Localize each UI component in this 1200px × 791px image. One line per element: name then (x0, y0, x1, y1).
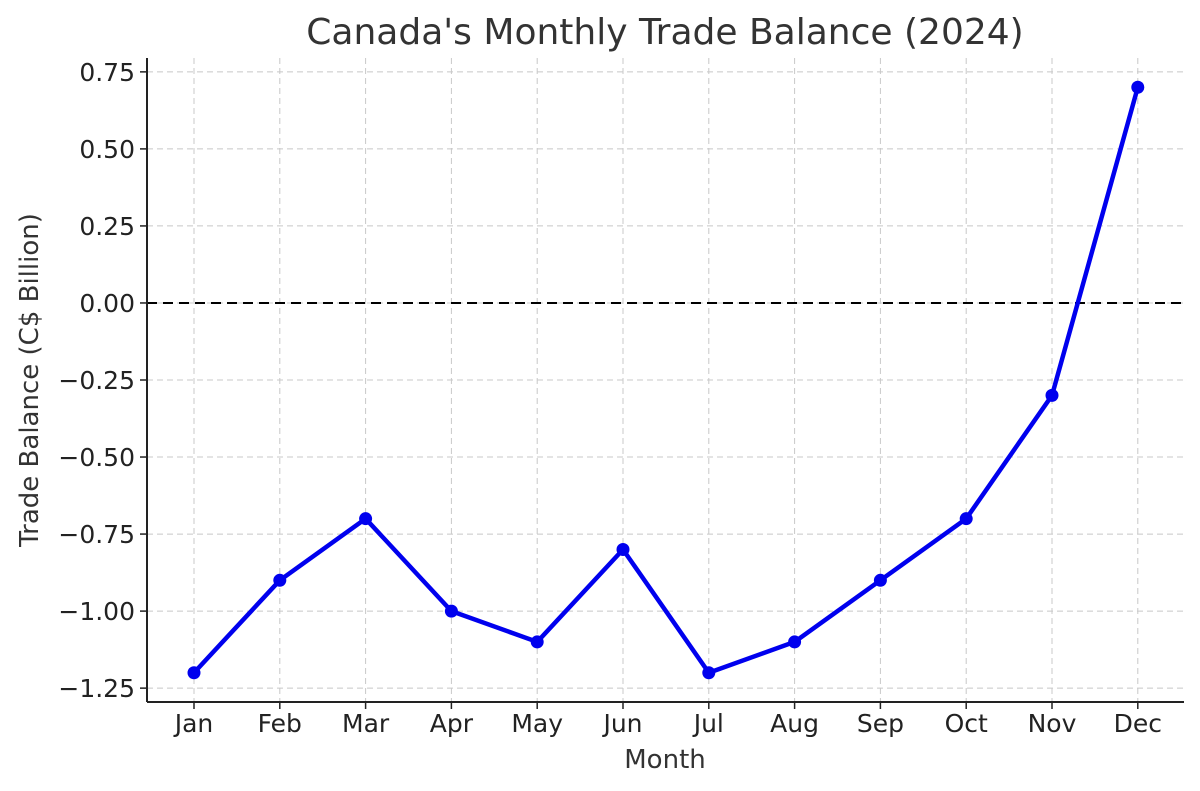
y-tick-label: 0.75 (79, 58, 135, 87)
y-tick-label: −0.75 (58, 520, 135, 549)
data-point-aug (788, 635, 802, 649)
x-tick-label: Jul (692, 709, 724, 738)
x-axis-ticks: Jan Feb Mar Apr May Jun Jul Aug Sep Oct Nov Dec (173, 702, 1162, 738)
y-axis-label: Trade Balance (C$ Billion) (15, 213, 45, 548)
x-tick-label: Oct (945, 709, 988, 738)
data-point-may (530, 635, 544, 649)
data-point-mar (359, 512, 373, 526)
data-point-jan (187, 666, 201, 680)
data-point-jul (702, 666, 716, 680)
x-tick-label: Apr (430, 709, 474, 738)
chart-title: Canada's Monthly Trade Balance (2024) (306, 12, 1023, 53)
y-tick-label: 0.50 (79, 135, 135, 164)
y-tick-label: 0.25 (79, 212, 135, 241)
x-tick-label: Jun (601, 709, 642, 738)
data-point-apr (444, 604, 458, 618)
y-tick-label: −1.00 (58, 597, 135, 626)
x-tick-label: Nov (1028, 709, 1077, 738)
y-tick-label: −1.25 (58, 674, 135, 703)
data-point-nov (1045, 388, 1059, 402)
x-tick-label: Jan (173, 709, 214, 738)
x-tick-label: Mar (342, 709, 390, 738)
series (187, 80, 1145, 680)
x-axis-label: Month (624, 745, 706, 775)
x-tick-label: Dec (1114, 709, 1162, 738)
x-tick-label: May (511, 709, 563, 738)
data-point-dec (1131, 80, 1145, 94)
y-axis-ticks: −1.25 −1.00 −0.75 −0.50 −0.25 0.00 0.25 0.50 0.7… (58, 58, 147, 703)
data-point-sep (873, 573, 887, 587)
x-tick-label: Aug (770, 709, 819, 738)
y-tick-label: −0.50 (58, 443, 135, 472)
x-tick-label: Feb (258, 709, 302, 738)
data-point-jun (616, 542, 630, 556)
y-tick-label: 0.00 (79, 289, 135, 318)
data-point-oct (959, 512, 973, 526)
y-tick-label: −0.25 (58, 366, 135, 395)
grid (147, 58, 1184, 702)
x-tick-label: Sep (857, 709, 904, 738)
data-point-feb (273, 573, 287, 587)
series-line (192, 86, 1140, 675)
